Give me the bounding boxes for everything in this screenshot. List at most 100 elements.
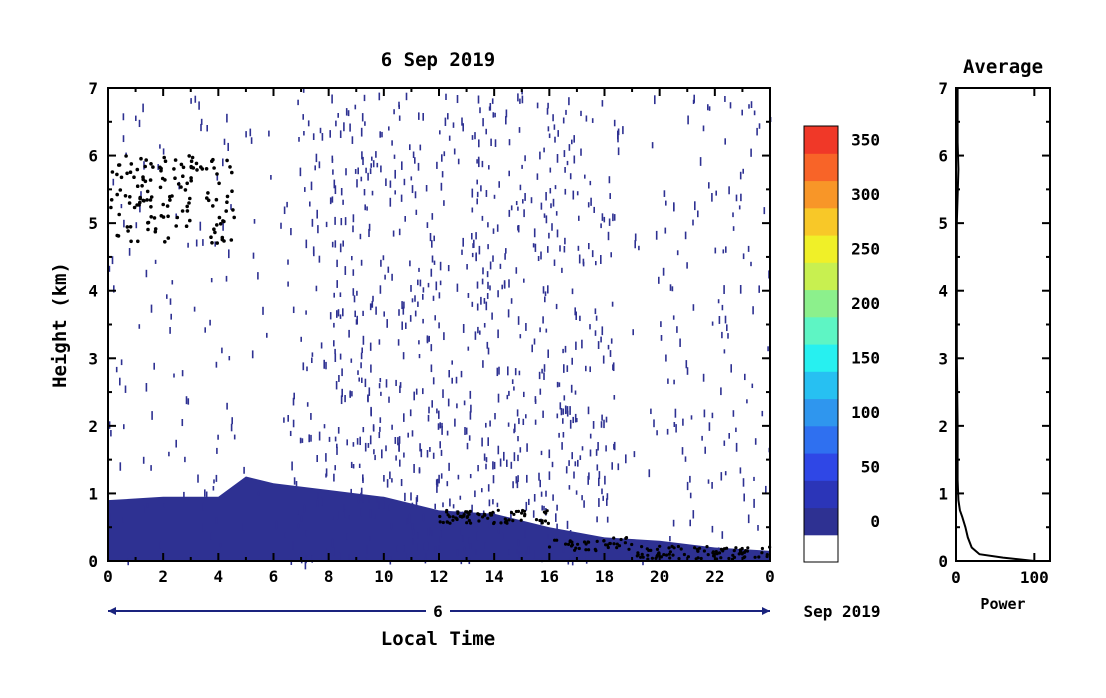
noise-speckle: [325, 221, 328, 228]
noise-speckle: [492, 475, 495, 484]
noise-speckle: [468, 537, 470, 544]
noise-speckle: [253, 219, 256, 224]
noise-speckle: [660, 321, 662, 328]
side-y-tick-label: 4: [938, 282, 948, 301]
noise-speckle: [336, 259, 338, 268]
noise-speckle: [711, 193, 713, 202]
noise-speckle: [547, 349, 549, 358]
noise-speckle: [334, 348, 336, 355]
noise-speckle: [556, 229, 559, 238]
cloud-echo-dot: [168, 194, 172, 199]
noise-speckle: [515, 267, 518, 274]
noise-speckle: [763, 207, 766, 215]
noise-speckle: [400, 194, 403, 202]
bl-top-dot: [753, 555, 757, 559]
cloud-echo-dot: [228, 165, 232, 169]
noise-speckle: [750, 148, 752, 157]
noise-speckle: [356, 179, 358, 188]
noise-speckle: [369, 509, 372, 518]
noise-speckle: [405, 92, 408, 101]
noise-speckle: [385, 445, 387, 452]
noise-speckle: [379, 285, 382, 294]
cloud-echo-dot: [145, 198, 149, 202]
side-xlabel: Power: [980, 595, 1025, 613]
noise-speckle: [603, 216, 606, 223]
noise-speckle: [497, 445, 500, 455]
noise-speckle: [547, 102, 549, 109]
noise-speckle: [228, 249, 230, 259]
bl-top-dot: [543, 519, 548, 523]
cloud-echo-dot: [149, 205, 153, 209]
noise-speckle: [633, 451, 636, 458]
noise-speckle: [352, 442, 355, 447]
noise-speckle: [692, 304, 695, 311]
noise-speckle: [499, 263, 502, 269]
noise-speckle: [593, 206, 595, 213]
noise-speckle: [434, 546, 437, 552]
noise-speckle: [171, 280, 174, 285]
bl-top-dot: [451, 515, 455, 519]
colorbar-segment: [804, 453, 838, 481]
noise-speckle: [676, 326, 678, 333]
noise-speckle: [456, 549, 459, 557]
noise-speckle: [145, 269, 148, 278]
bl-top-dot: [765, 554, 769, 559]
noise-speckle: [215, 361, 218, 368]
noise-speckle: [412, 528, 415, 536]
bl-top-dot: [667, 546, 671, 550]
cloud-echo-dot: [181, 174, 185, 178]
bl-top-dot: [507, 518, 511, 522]
bl-top-dot: [696, 549, 700, 553]
noise-speckle: [459, 495, 462, 500]
noise-speckle: [438, 545, 440, 550]
heatmap-cells: [108, 88, 772, 570]
noise-speckle: [435, 281, 438, 291]
noise-speckle: [349, 392, 351, 398]
noise-speckle: [563, 364, 565, 373]
noise-speckle: [711, 552, 713, 561]
noise-speckle: [379, 131, 381, 138]
noise-speckle: [491, 98, 494, 104]
noise-speckle: [386, 319, 388, 328]
noise-speckle: [391, 273, 393, 281]
noise-speckle: [122, 517, 125, 523]
noise-speckle: [728, 186, 730, 195]
cloud-echo-dot: [211, 157, 215, 162]
noise-speckle: [112, 178, 115, 186]
noise-speckle: [183, 491, 185, 499]
noise-speckle: [585, 115, 588, 122]
noise-speckle: [445, 93, 447, 100]
cloud-echo-dot: [179, 162, 184, 167]
y-tick-label: 0: [88, 552, 98, 571]
noise-speckle: [318, 161, 321, 169]
noise-speckle: [485, 422, 487, 428]
noise-speckle: [467, 293, 470, 298]
noise-speckle: [441, 422, 443, 428]
noise-speckle: [758, 123, 761, 129]
noise-speckle: [448, 135, 451, 141]
noise-speckle: [400, 479, 403, 487]
noise-speckle: [738, 205, 741, 210]
noise-speckle: [436, 161, 438, 169]
y-tick-label: 6: [88, 147, 98, 166]
noise-speckle: [429, 527, 431, 535]
noise-speckle: [488, 165, 490, 170]
noise-speckle: [577, 459, 579, 467]
cloud-echo-dot: [181, 165, 186, 170]
noise-speckle: [725, 246, 727, 253]
noise-speckle: [492, 112, 495, 118]
noise-speckle: [439, 535, 441, 543]
cloud-echo-dot: [153, 229, 158, 234]
noise-speckle: [378, 92, 381, 101]
cloud-echo-dot: [141, 175, 145, 179]
noise-speckle: [398, 101, 400, 108]
colorbar-frame: [803, 125, 839, 563]
bl-top-dot: [465, 521, 469, 525]
noise-speckle: [409, 260, 411, 267]
noise-speckle: [399, 385, 401, 394]
noise-speckle: [480, 185, 482, 192]
noise-speckle: [747, 514, 750, 524]
noise-speckle: [548, 449, 551, 459]
noise-speckle: [350, 488, 352, 496]
cloud-echo-dot: [153, 227, 158, 231]
